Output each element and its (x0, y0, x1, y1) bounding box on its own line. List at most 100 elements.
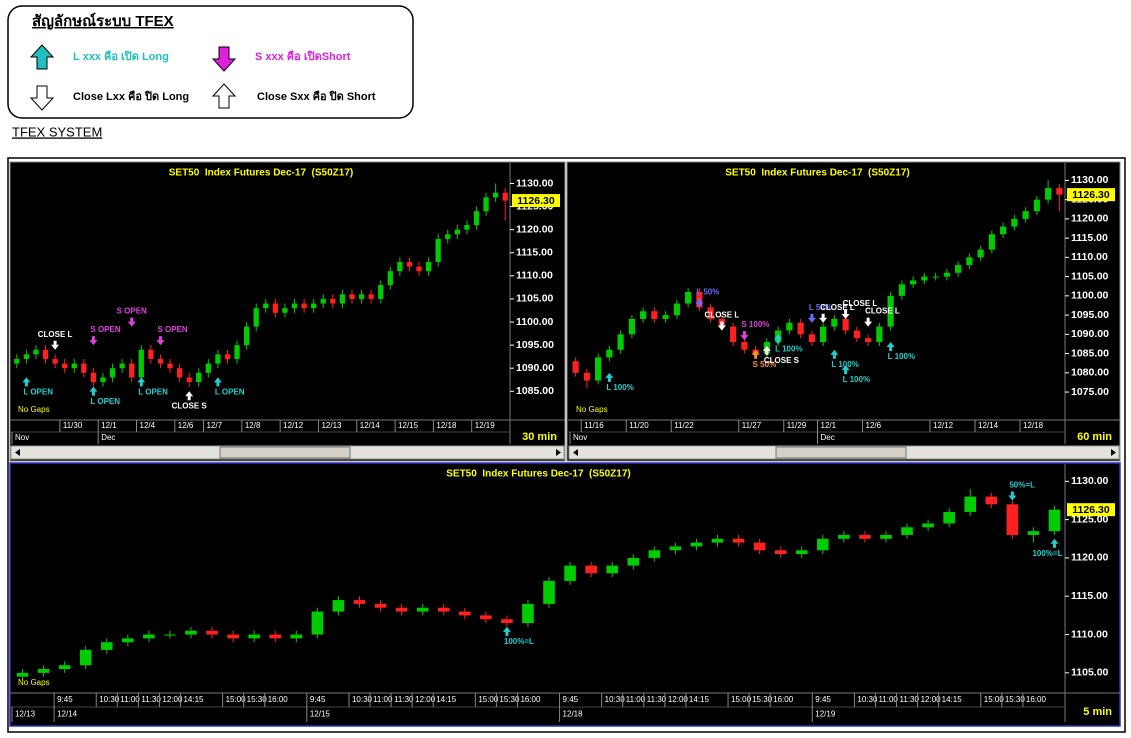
candle-body (595, 357, 602, 381)
x-sub-label: 12/18 (563, 710, 584, 719)
candle-body (711, 538, 724, 543)
x-tick-label: 12/6 (178, 421, 194, 430)
candle-body (332, 600, 345, 612)
candle-body (662, 315, 669, 319)
x-tick-label: 9:45 (57, 695, 73, 704)
candle-body (339, 294, 346, 304)
annotation: L 50% (696, 288, 719, 297)
candle-body (176, 368, 183, 378)
y-tick-label: 1120.00 (1071, 213, 1109, 225)
icon-short-open (211, 46, 237, 72)
signal-arrow (886, 342, 895, 352)
candle-body (437, 607, 450, 612)
signal-arrow (89, 336, 98, 346)
y-tick-label: 1090.00 (516, 362, 554, 374)
x-tick-label: 15:30 (499, 695, 520, 704)
candle-body (100, 377, 106, 383)
x-tick-label: 10:30 (857, 695, 878, 704)
candle-body (454, 229, 460, 235)
candle-body (627, 557, 640, 566)
last-price-box (1067, 503, 1115, 517)
y-tick-label: 1105.00 (1071, 667, 1109, 679)
scroll-arrow (15, 449, 20, 456)
candle-body (81, 363, 87, 373)
x-tick-label: 15:00 (226, 695, 247, 704)
candle-body (349, 294, 355, 299)
icon-long-close (29, 85, 55, 111)
candle-body (880, 534, 892, 539)
legend-item: L xxx คือ เปิด Long (73, 50, 169, 63)
x-tick-label: 12/15 (398, 421, 419, 430)
y-tick-label: 1130.00 (516, 177, 554, 189)
candle-body (269, 634, 282, 639)
x-tick-label: 11/27 (742, 421, 762, 430)
candle-body (37, 669, 50, 673)
scroll-thumb (775, 446, 907, 459)
candle-body (522, 603, 534, 624)
x-sub-label: 12/19 (815, 710, 836, 719)
x-tick-label: 11:00 (373, 695, 393, 704)
note: No Gaps (18, 678, 50, 687)
candle-body (648, 550, 661, 558)
candle-body (378, 285, 384, 299)
signal-arrow (605, 372, 614, 382)
candle-body (395, 607, 408, 612)
candle-body (932, 276, 939, 278)
y-tick-label: 1130.00 (1071, 174, 1109, 186)
candle-body (865, 338, 872, 343)
signal-arrow (89, 386, 98, 396)
signal-arrow (502, 626, 511, 636)
candle-body (977, 249, 984, 258)
candle-body (1048, 509, 1061, 532)
signal-arrow (841, 309, 850, 319)
y-tick-label: 1125.00 (1071, 513, 1109, 525)
x-tick-label: 10:30 (352, 695, 373, 704)
x-tick-label: 11/22 (674, 421, 694, 430)
candle-body (368, 294, 374, 299)
signal-arrow (213, 377, 222, 387)
candle-body (62, 363, 68, 369)
last-price-box (1067, 188, 1115, 202)
candle-body (859, 534, 871, 539)
signal-arrow (156, 336, 165, 346)
scroll-arrow (556, 449, 561, 456)
candle-body (501, 619, 513, 624)
x-tick-label: 14:15 (942, 695, 963, 704)
icon-short-close (211, 83, 237, 109)
annotation: S OPEN (90, 325, 120, 334)
x-tick-label: 16:00 (520, 695, 541, 704)
x-tick-label: 15:30 (752, 695, 773, 704)
candle-body (464, 225, 470, 230)
candle-body (138, 349, 144, 378)
period-label: 5 min (1083, 706, 1112, 718)
x-tick-label: 11:30 (394, 695, 414, 704)
candle-body (14, 358, 20, 364)
candle-body (955, 265, 962, 273)
signal-arrow (774, 334, 783, 344)
x-tick-label: 12/18 (436, 421, 457, 430)
candle-body (253, 308, 259, 327)
annotation: CLOSE L (865, 307, 900, 316)
candle-body (301, 303, 307, 309)
candle-body (707, 307, 714, 319)
candle-body (320, 298, 326, 304)
annotation: CLOSE L (38, 330, 73, 339)
x-tick-label: 10:30 (605, 695, 626, 704)
candle-body (58, 665, 71, 670)
annotation: S OPEN (117, 307, 147, 316)
candle-body (330, 298, 336, 304)
candle-body (1000, 226, 1007, 235)
candle-body (119, 363, 125, 369)
candle-body (227, 634, 239, 639)
signal-arrow (841, 365, 850, 375)
icon-long-open (29, 44, 55, 70)
annotation: L 100% (831, 360, 858, 369)
candle-body (290, 634, 303, 639)
x-tick-label: 12:00 (415, 695, 436, 704)
candle-body (224, 354, 231, 359)
last-price-label: 1126.30 (1072, 189, 1110, 201)
candle-body (617, 334, 624, 350)
candle-body (272, 303, 278, 313)
x-tick-label: 11:30 (647, 695, 667, 704)
x-tick-label: 15:30 (1005, 695, 1026, 704)
